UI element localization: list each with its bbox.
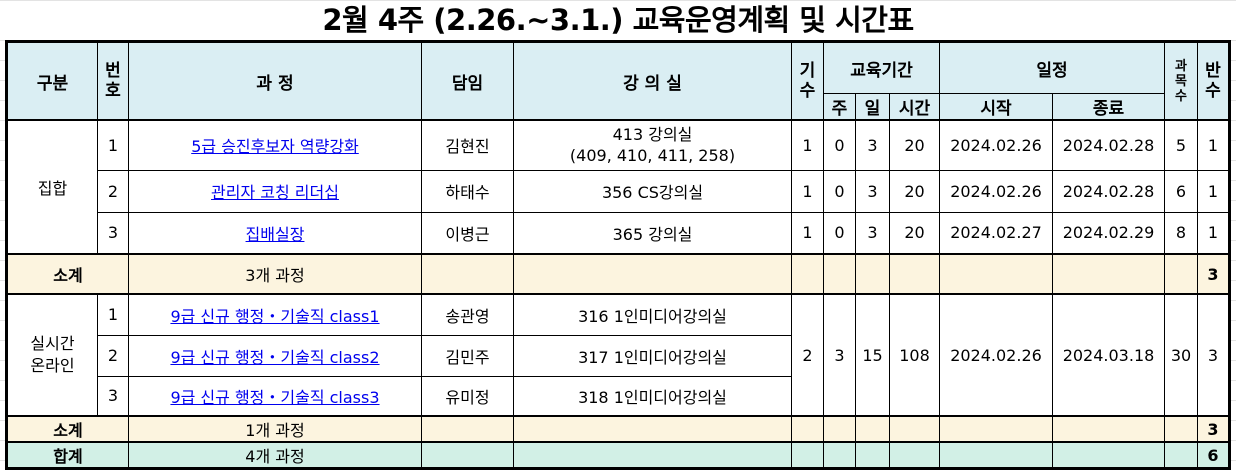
start-date: 2024.02.26 <box>939 293 1053 417</box>
table-row: 2 9급 신규 행정・기술직 class2 김민주 317 1인미디어강의실 <box>7 334 1230 377</box>
total-label: 합계 <box>6 441 129 469</box>
header-course: 과 정 <box>128 41 422 121</box>
row-number: 2 <box>97 169 129 213</box>
table-row: 집합 1 5급 승진후보자 역량강화 김현진 413 강의실 (409, 410… <box>6 119 1230 255</box>
term: 2 <box>791 293 824 417</box>
row-number: 3 <box>97 211 129 255</box>
hours: 108 <box>889 293 940 417</box>
row-number: 1 <box>97 293 129 336</box>
start-date: 2024.02.27 <box>939 211 1053 255</box>
instructor: 이병근 <box>421 211 514 255</box>
table-row: 실시간 온라인 1 9급 신규 행정・기술직 class1 송관영 316 1인… <box>6 293 1230 417</box>
instructor: 김민주 <box>421 334 514 377</box>
term: 1 <box>791 211 824 255</box>
classes: 3 <box>1197 293 1230 417</box>
days: 3 <box>855 119 890 171</box>
instructor: 김현진 <box>421 119 514 171</box>
table-row: 2 관리자 코칭 리더십 하태수 356 CS강의실 1 0 3 20 2024… <box>7 169 1230 213</box>
header-instructor: 담임 <box>421 41 514 121</box>
header-number: 번 호 <box>97 41 129 121</box>
classes: 1 <box>1197 119 1230 171</box>
room: 413 강의실 (409, 410, 411, 258) <box>513 119 792 171</box>
subjects: 30 <box>1164 293 1198 417</box>
header-week: 주 <box>823 93 856 121</box>
subtotal-courses: 1개 과정 <box>128 415 422 443</box>
header-term: 기 수 <box>791 41 824 121</box>
subtotal-classes: 3 <box>1197 415 1230 443</box>
hours: 20 <box>889 169 940 213</box>
header-end: 종료 <box>1052 93 1165 121</box>
days: 3 <box>855 211 890 255</box>
row-number: 2 <box>97 334 129 377</box>
room: 318 1인미디어강의실 <box>513 375 792 417</box>
table-row: 3 집배실장 이병근 365 강의실 1 0 3 20 2024.02.27 2… <box>7 211 1230 255</box>
end-date: 2024.02.28 <box>1052 119 1165 171</box>
header-classes: 반 수 <box>1197 41 1230 121</box>
classes: 1 <box>1197 211 1230 255</box>
weeks: 0 <box>823 119 856 171</box>
days: 15 <box>855 293 890 417</box>
header-start: 시작 <box>939 93 1053 121</box>
term: 1 <box>791 119 824 171</box>
subtotal-row: 소계 3개 과정 3 <box>6 253 1230 295</box>
course-link[interactable]: 집배실장 <box>245 224 305 244</box>
header-schedule: 일정 <box>939 41 1165 94</box>
days: 3 <box>855 169 890 213</box>
weeks: 3 <box>823 293 856 417</box>
subjects: 8 <box>1164 211 1198 255</box>
header-room: 강 의 실 <box>513 41 792 121</box>
header-period: 교육기간 <box>823 41 940 94</box>
page-title: 2월 4주 (2.26.~3.1.) 교육운영계획 및 시간표 <box>0 2 1236 38</box>
row-number: 1 <box>97 119 129 171</box>
total-courses: 4개 과정 <box>128 441 422 469</box>
subtotal-courses: 3개 과정 <box>128 253 422 295</box>
subjects: 5 <box>1164 119 1198 171</box>
subjects: 6 <box>1164 169 1198 213</box>
room: 356 CS강의실 <box>513 169 792 213</box>
course-link[interactable]: 9급 신규 행정・기술직 class2 <box>170 347 380 367</box>
course-link[interactable]: 9급 신규 행정・기술직 class1 <box>170 306 380 326</box>
hours: 20 <box>889 119 940 171</box>
subtotal-label: 소계 <box>6 253 129 295</box>
subtotal-label: 소계 <box>6 415 129 443</box>
header-hours: 시간 <box>889 93 940 121</box>
start-date: 2024.02.26 <box>939 169 1053 213</box>
header-subjects: 과 목 수 <box>1164 41 1198 121</box>
hours: 20 <box>889 211 940 255</box>
instructor: 송관영 <box>421 293 514 336</box>
schedule-table: 구분 번 호 과 정 담임 강 의 실 기 수 교육기간 일정 과 목 수 반 … <box>5 40 1231 470</box>
group-category: 실시간 온라인 <box>6 293 98 417</box>
table-row: 3 9급 신규 행정・기술직 class3 유미정 318 1인미디어강의실 <box>7 375 1230 417</box>
course-link[interactable]: 5급 승진후보자 역량강화 <box>191 137 359 157</box>
instructor: 하태수 <box>421 169 514 213</box>
term: 1 <box>791 169 824 213</box>
start-date: 2024.02.26 <box>939 119 1053 171</box>
weeks: 0 <box>823 169 856 213</box>
weeks: 0 <box>823 211 856 255</box>
end-date: 2024.02.29 <box>1052 211 1165 255</box>
course-link[interactable]: 관리자 코칭 리더십 <box>211 183 339 202</box>
subtotal-classes: 3 <box>1197 253 1230 295</box>
room: 316 1인미디어강의실 <box>513 293 792 336</box>
room: 317 1인미디어강의실 <box>513 334 792 377</box>
end-date: 2024.02.28 <box>1052 169 1165 213</box>
room: 365 강의실 <box>513 211 792 255</box>
instructor: 유미정 <box>421 375 514 417</box>
end-date: 2024.03.18 <box>1052 293 1165 417</box>
course-link[interactable]: 9급 신규 행정・기술직 class3 <box>170 387 380 407</box>
total-row: 합계 4개 과정 6 <box>6 441 1230 469</box>
row-number: 3 <box>97 375 129 417</box>
total-classes: 6 <box>1197 441 1230 469</box>
group-category: 집합 <box>6 119 98 255</box>
classes: 1 <box>1197 169 1230 213</box>
subtotal-row: 소계 1개 과정 3 <box>6 415 1230 443</box>
header-category: 구분 <box>6 41 98 121</box>
header-day: 일 <box>855 93 890 121</box>
